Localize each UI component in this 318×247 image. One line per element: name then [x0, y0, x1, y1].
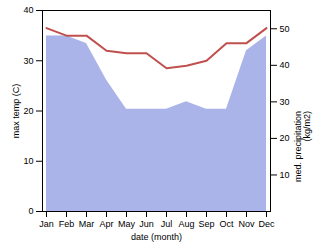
svg-text:Nov: Nov: [238, 219, 255, 229]
svg-text:30: 30: [23, 56, 33, 66]
svg-text:20: 20: [280, 133, 290, 143]
svg-text:Mar: Mar: [79, 219, 95, 229]
svg-text:40: 40: [280, 60, 290, 70]
svg-text:Jan: Jan: [39, 219, 54, 229]
svg-text:Apr: Apr: [99, 219, 113, 229]
svg-text:30: 30: [280, 97, 290, 107]
svg-text:Aug: Aug: [178, 219, 194, 229]
svg-text:Jun: Jun: [139, 219, 154, 229]
svg-text:date (month): date (month): [131, 232, 182, 242]
svg-text:10: 10: [23, 156, 33, 166]
svg-text:May: May: [118, 219, 136, 229]
svg-text:Feb: Feb: [59, 219, 75, 229]
svg-text:max temp (C): max temp (C): [11, 84, 21, 139]
svg-text:50: 50: [280, 24, 290, 34]
svg-text:Oct: Oct: [219, 219, 234, 229]
svg-text:20: 20: [23, 106, 33, 116]
svg-text:med. precipitation(kg/m2): med. precipitation(kg/m2): [293, 111, 312, 182]
svg-text:40: 40: [23, 5, 33, 15]
svg-text:10: 10: [280, 170, 290, 180]
svg-text:Dec: Dec: [258, 219, 275, 229]
svg-text:Jul: Jul: [161, 219, 173, 229]
svg-text:Sep: Sep: [198, 219, 214, 229]
svg-text:0: 0: [28, 206, 33, 216]
